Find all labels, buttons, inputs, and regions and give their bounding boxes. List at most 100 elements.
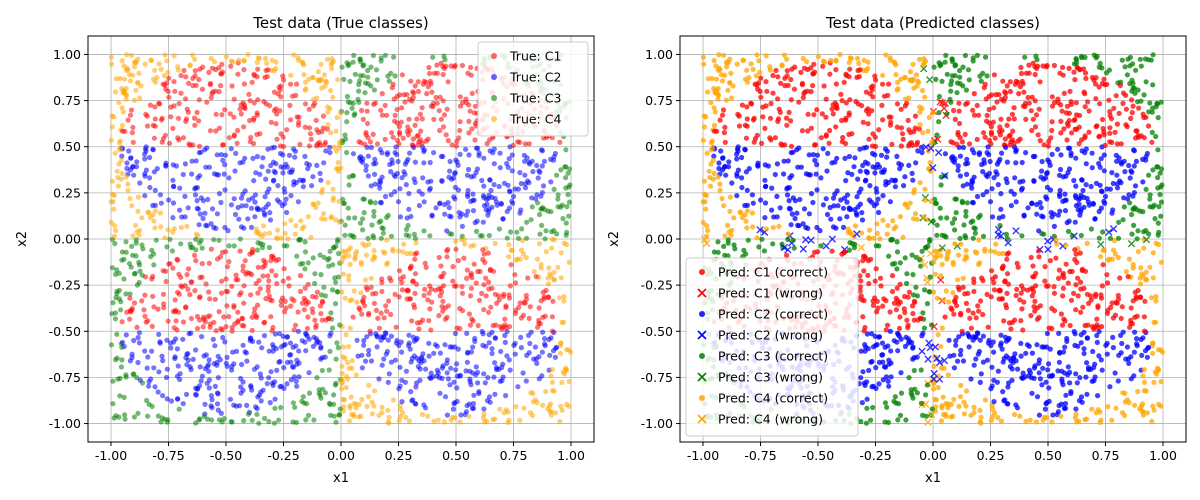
data-point [920, 330, 926, 336]
data-point [255, 97, 261, 103]
data-point [874, 221, 880, 227]
data-point [959, 328, 965, 334]
data-point [913, 284, 919, 290]
data-point [1127, 175, 1133, 181]
data-point-wrong [1012, 227, 1020, 235]
data-point [318, 272, 324, 278]
data-point [876, 359, 883, 365]
data-point [279, 203, 285, 209]
data-point [512, 272, 518, 278]
data-point [1066, 218, 1072, 224]
data-point [486, 340, 492, 346]
data-point [185, 286, 191, 292]
data-point [774, 161, 781, 167]
data-point [127, 78, 133, 84]
data-point [222, 187, 228, 193]
data-point [469, 316, 475, 322]
data-point [1115, 235, 1122, 241]
data-point [319, 129, 325, 135]
data-point [1123, 269, 1129, 275]
data-point [277, 384, 283, 390]
data-point [128, 155, 134, 161]
data-point [378, 179, 384, 185]
data-point [226, 314, 232, 320]
data-point [473, 280, 479, 286]
data-point [339, 386, 345, 392]
data-point [1081, 285, 1087, 291]
data-point [407, 96, 413, 102]
data-point [871, 235, 877, 241]
data-point [1153, 371, 1160, 377]
data-point [1073, 251, 1079, 257]
data-point [828, 216, 834, 222]
data-point [846, 59, 852, 65]
data-point [414, 380, 420, 386]
data-point [222, 152, 228, 158]
data-point [503, 407, 509, 413]
data-point [242, 188, 248, 194]
data-point [1144, 354, 1150, 360]
data-point [127, 196, 133, 202]
data-point [971, 362, 977, 368]
data-point [230, 349, 236, 355]
data-point [112, 310, 118, 316]
data-point [518, 180, 524, 187]
data-point [1051, 223, 1057, 229]
data-point [861, 145, 867, 151]
data-point [991, 72, 998, 78]
data-point [119, 319, 125, 325]
data-point [396, 417, 402, 424]
data-point [263, 101, 269, 107]
data-point [159, 415, 165, 421]
data-point [1150, 250, 1156, 256]
data-point [119, 257, 125, 263]
data-point [788, 143, 795, 149]
data-point [302, 87, 308, 93]
data-point [368, 275, 374, 281]
data-point [290, 419, 296, 425]
data-point [1116, 155, 1122, 161]
data-point [202, 319, 208, 325]
data-point [725, 222, 731, 228]
data-point [518, 334, 524, 340]
data-point [785, 158, 791, 164]
data-point [190, 83, 196, 89]
data-point [250, 155, 256, 161]
data-point [356, 401, 362, 407]
data-point [1155, 242, 1162, 248]
data-point [296, 57, 302, 63]
data-point [895, 417, 901, 423]
data-point [1033, 112, 1040, 118]
data-point [322, 293, 328, 299]
data-point [337, 412, 343, 418]
data-point [206, 164, 212, 170]
data-point [407, 150, 413, 156]
data-point [180, 135, 186, 141]
data-point [443, 132, 449, 138]
data-point [971, 91, 977, 97]
data-point [1154, 101, 1161, 107]
data-point [907, 200, 913, 206]
data-point [361, 196, 367, 202]
data-point [305, 314, 311, 320]
data-point [1105, 404, 1111, 410]
data-point [1013, 149, 1019, 155]
data-point [1112, 251, 1118, 257]
data-point [263, 204, 269, 210]
data-point [1083, 161, 1089, 167]
data-point [137, 268, 143, 274]
data-point [998, 191, 1004, 197]
data-point [305, 281, 311, 287]
data-point [1026, 100, 1032, 106]
data-point-wrong [936, 276, 945, 284]
data-point [312, 100, 318, 106]
data-point [266, 418, 272, 425]
data-point [1027, 417, 1033, 423]
data-point [382, 193, 389, 200]
data-point-wrong [938, 244, 947, 252]
data-point [164, 244, 170, 250]
data-point [336, 198, 342, 204]
data-point [920, 310, 926, 316]
data-point-wrong [780, 243, 789, 252]
data-point [193, 236, 199, 242]
